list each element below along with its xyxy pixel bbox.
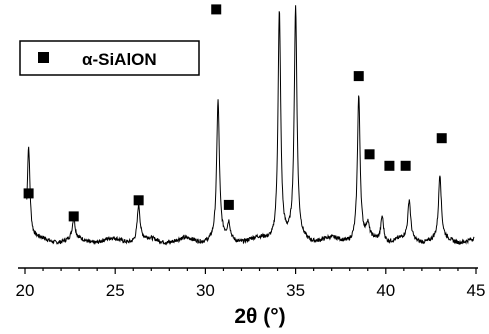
legend-marker-icon bbox=[38, 52, 49, 63]
x-tick-label-30: 30 bbox=[196, 281, 215, 300]
peak-marker-8 bbox=[353, 71, 364, 82]
peak-marker-9 bbox=[364, 149, 375, 160]
peak-marker-11 bbox=[400, 160, 411, 171]
peak-marker-3 bbox=[133, 195, 144, 206]
x-tick-label-40: 40 bbox=[376, 281, 395, 300]
x-tick-label-45: 45 bbox=[467, 281, 486, 300]
diffraction-pattern-line bbox=[26, 5, 475, 246]
legend: α-SiAlON bbox=[19, 40, 200, 76]
peak-marker-12 bbox=[436, 133, 447, 144]
peak-marker-4 bbox=[211, 4, 222, 15]
peak-marker-5 bbox=[223, 199, 234, 210]
peak-marker-2 bbox=[68, 211, 79, 222]
x-tick-label-20: 20 bbox=[16, 281, 35, 300]
x-tick-label-25: 25 bbox=[106, 281, 125, 300]
peak-marker-10 bbox=[384, 160, 395, 171]
legend-label: α-SiAlON bbox=[82, 50, 157, 69]
legend-box bbox=[19, 40, 200, 76]
peak-markers bbox=[23, 4, 447, 222]
x-tick-label-35: 35 bbox=[286, 281, 305, 300]
x-ticks: 20 25 30 35 40 45 bbox=[16, 268, 486, 300]
peak-marker-1 bbox=[23, 188, 34, 199]
x-axis-title: 2θ (°) bbox=[234, 305, 285, 328]
